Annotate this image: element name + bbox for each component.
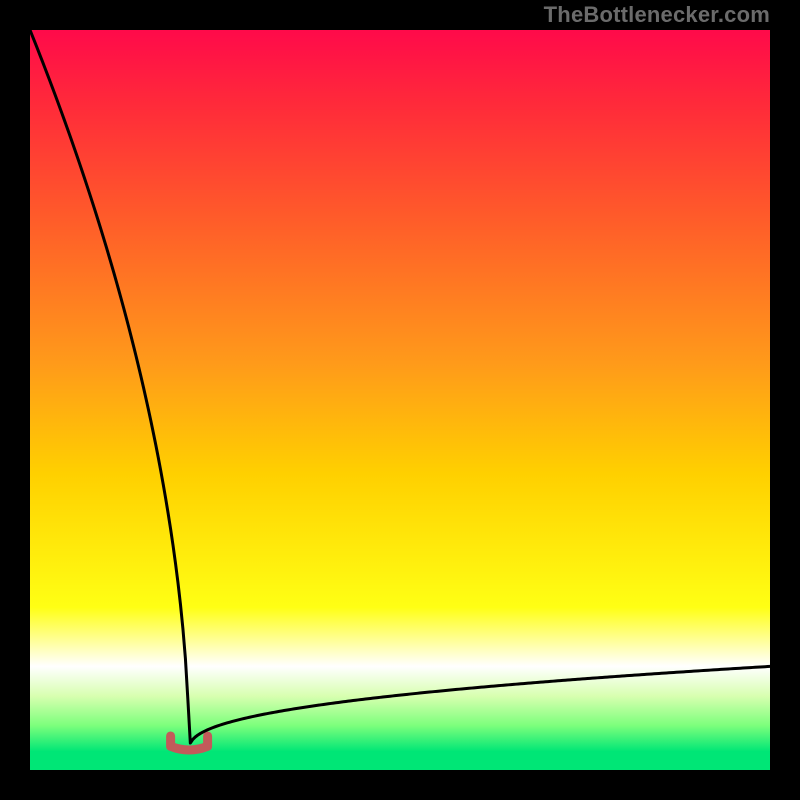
figure-root: TheBottlenecker.com: [0, 0, 800, 800]
bottleneck-curve: [30, 30, 770, 743]
curve-layer: [30, 30, 770, 770]
plot-area: [30, 30, 770, 770]
watermark-text: TheBottlenecker.com: [544, 2, 770, 28]
